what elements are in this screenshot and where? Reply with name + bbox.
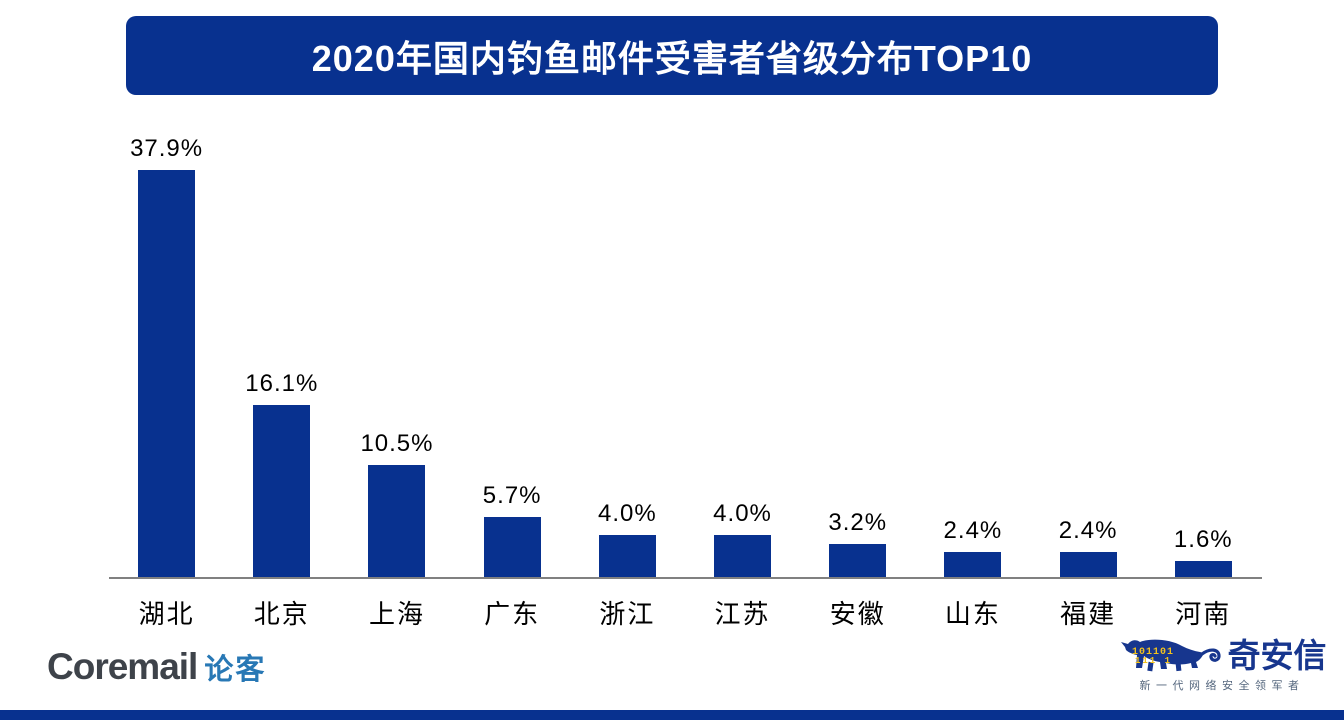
bar-value-label: 37.9% [130,134,204,162]
x-axis-category-label: 福建 [1060,599,1117,629]
bar-value-label: 4.0% [597,499,657,527]
bar-value-label: 2.4% [943,517,1003,545]
qianxin-tiger-icon: 101101 111 1 [1120,639,1221,672]
x-axis-category-label: 河南 [1175,599,1232,629]
bar-value-label: 4.0% [713,499,772,527]
bar-value-label: 5.7% [482,481,542,509]
coremail-logo-cjk-text: 论客 [204,654,267,686]
bar-column: 2.4% [915,120,1030,578]
bar [483,516,541,578]
x-axis-category-label: 浙江 [599,599,656,629]
bar-column: 10.5% [339,120,454,578]
chart-title: 2020年国内钓鱼邮件受害者省级分布TOP10 [311,37,1033,79]
bar [138,169,196,578]
x-axis-category-label: 江苏 [714,599,771,629]
svg-text:111 1: 111 1 [1135,656,1172,666]
svg-text:101101: 101101 [1132,647,1174,658]
bar-value-label: 10.5% [360,429,434,457]
x-axis-category-label: 安徽 [829,599,886,629]
bar-column: 1.6% [1146,120,1261,578]
bar [944,552,1002,578]
bar [829,543,887,578]
bar-value-label: 16.1% [245,369,319,397]
chart-title-banner: 2020年国内钓鱼邮件受害者省级分布TOP10 [126,16,1218,95]
x-axis-category-label: 广东 [484,599,541,629]
footer-accent-bar [0,710,1344,720]
bar-column: 2.4% [1031,120,1146,578]
bar [714,534,772,578]
bar [368,464,426,578]
bar-value-label: 1.6% [1173,525,1233,553]
x-axis-category-label: 上海 [368,599,425,629]
x-axis-category-label: 北京 [253,599,310,629]
coremail-logo-latin-text: Coremail [47,646,198,687]
bar-column: 37.9% [109,120,224,578]
qianxin-logo-name-text: 奇安信 [1227,637,1327,674]
bar-column: 4.0% [685,120,800,578]
bar-chart-plot-area: 37.9% 16.1% 10.5% 5.7% 4.0% 4.0% 3.2% 2.4% 2.4% 1… [109,120,1261,578]
bar-column: 5.7% [455,120,570,578]
bar-value-label: 2.4% [1058,517,1118,545]
bar [1174,560,1232,578]
bar [253,404,311,578]
bar [598,534,656,578]
qianxin-logo-row: 101101 111 1 奇安信 [1118,638,1327,672]
bar-column: 4.0% [570,120,685,578]
bar [1059,552,1117,578]
x-axis-line [109,577,1262,579]
x-axis-category-labels: 湖北 北京 上海 广东 浙江 江苏 安徽 山东 福建 河南 [109,594,1261,631]
qianxin-logo: 101101 111 1 奇安信 新一代网络安全领军者 [1114,638,1330,693]
x-axis-category-label: 湖北 [138,599,195,629]
qianxin-logo-tagline: 新一代网络安全领军者 [1139,680,1305,692]
bar-column: 3.2% [800,120,915,578]
bar-value-label: 3.2% [828,508,888,536]
coremail-logo: Coremail 论客 [47,646,266,688]
bar-column: 16.1% [224,120,339,578]
x-axis-category-label: 山东 [944,599,1001,629]
